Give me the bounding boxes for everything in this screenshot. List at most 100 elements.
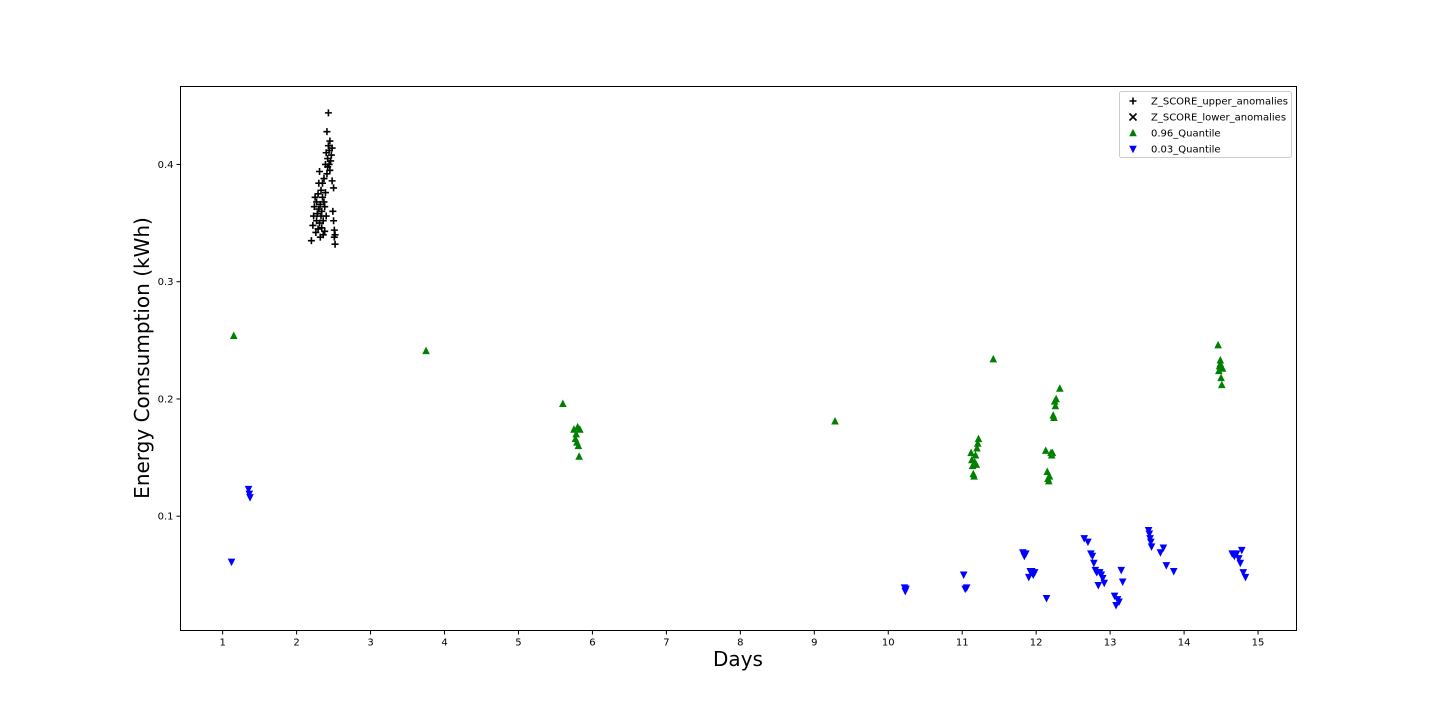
data-point — [310, 212, 318, 220]
y-axis: 0.1 0.2 0.3 0.4 — [158, 160, 181, 523]
data-point — [321, 227, 329, 235]
data-point — [970, 472, 978, 480]
x-tick-label: 6 — [589, 638, 595, 649]
data-point — [559, 399, 567, 407]
y-tick-label: 0.3 — [158, 277, 174, 288]
x-tick-label: 2 — [293, 638, 299, 649]
data-point — [967, 448, 975, 457]
data-point — [310, 203, 318, 211]
data-point — [326, 137, 334, 145]
data-point — [313, 198, 321, 206]
data-point — [319, 231, 327, 239]
data-point — [1098, 575, 1107, 583]
data-point — [321, 203, 329, 211]
data-point — [323, 128, 331, 136]
data-point — [971, 451, 980, 459]
data-point — [1052, 394, 1060, 403]
legend-label: Z_SCORE_upper_anomalies — [1151, 97, 1288, 108]
data-points — [227, 109, 1250, 610]
legend-box — [1119, 91, 1292, 158]
data-point — [1048, 448, 1057, 457]
data-point — [314, 190, 322, 198]
data-point — [1050, 413, 1058, 422]
x-tick-label: 13 — [1104, 638, 1117, 649]
legend-marker — [1129, 145, 1137, 154]
data-point — [331, 240, 339, 248]
data-point — [227, 558, 236, 567]
data-point — [1237, 546, 1246, 555]
y-tick-label: 0.4 — [158, 160, 174, 171]
data-point — [1080, 535, 1089, 543]
data-point — [1239, 569, 1248, 577]
data-point — [1084, 538, 1092, 547]
x-tick-label: 1 — [219, 638, 225, 649]
data-point — [575, 452, 583, 460]
data-point — [422, 346, 430, 355]
x-tick-label: 14 — [1178, 638, 1191, 649]
data-point — [312, 228, 320, 236]
legend-marker — [1129, 128, 1137, 137]
legend-label: Z_SCORE_lower_anomalies — [1151, 113, 1286, 124]
data-point — [327, 151, 335, 159]
data-point — [1030, 569, 1039, 577]
x-axis-title: Days — [713, 647, 763, 671]
legend-marker — [1129, 97, 1137, 105]
x-tick-label: 5 — [515, 638, 521, 649]
data-point — [1169, 567, 1178, 576]
data-point — [319, 217, 327, 225]
data-point — [311, 193, 319, 201]
data-point — [1115, 598, 1123, 606]
data-point — [229, 331, 238, 339]
data-point — [1088, 552, 1097, 561]
x-tick-label: 11 — [956, 638, 969, 649]
plot-area — [180, 86, 1297, 631]
data-point — [330, 217, 338, 225]
x-tick-label: 15 — [1252, 638, 1265, 649]
data-point — [1056, 384, 1064, 392]
x-tick-label: 7 — [663, 638, 669, 649]
data-point — [328, 177, 336, 185]
x-axis: 1 2 3 4 5 6 7 8 9 10 11 12 13 14 15 — [219, 630, 1265, 649]
data-point — [902, 585, 910, 594]
data-point — [959, 571, 968, 580]
data-point — [1045, 472, 1054, 480]
data-point — [1156, 549, 1165, 557]
data-point — [1022, 550, 1030, 558]
data-point — [323, 170, 331, 178]
data-point — [314, 225, 322, 233]
data-point — [973, 443, 981, 452]
data-point — [307, 237, 315, 245]
data-point — [1147, 543, 1156, 551]
legend-label: 0.03_Quantile — [1151, 145, 1221, 156]
data-point — [324, 109, 332, 117]
data-point — [973, 439, 982, 447]
data-point — [1215, 366, 1223, 375]
data-point — [320, 175, 328, 183]
x-tick-label: 12 — [1030, 638, 1043, 649]
data-point — [244, 485, 253, 494]
data-point — [1218, 364, 1227, 372]
data-point — [322, 212, 330, 220]
data-point — [1147, 538, 1155, 547]
x-tick-label: 9 — [811, 638, 817, 649]
data-point — [1159, 544, 1168, 553]
data-point — [318, 179, 326, 187]
data-point — [1117, 566, 1126, 575]
data-point — [309, 221, 317, 229]
data-point — [1145, 530, 1154, 538]
data-point — [331, 231, 339, 239]
data-point — [1217, 373, 1225, 382]
y-tick-label: 0.2 — [158, 394, 174, 405]
data-point — [317, 186, 325, 194]
data-point — [1235, 555, 1243, 563]
data-point — [831, 417, 839, 425]
data-point — [316, 219, 324, 227]
data-point — [1051, 401, 1060, 410]
x-tick-label: 3 — [367, 638, 373, 649]
data-point — [316, 168, 324, 175]
data-point — [1162, 562, 1171, 570]
legend-label: 0.96_Quantile — [1151, 129, 1221, 140]
data-point — [572, 429, 580, 438]
data-point — [1214, 340, 1222, 349]
